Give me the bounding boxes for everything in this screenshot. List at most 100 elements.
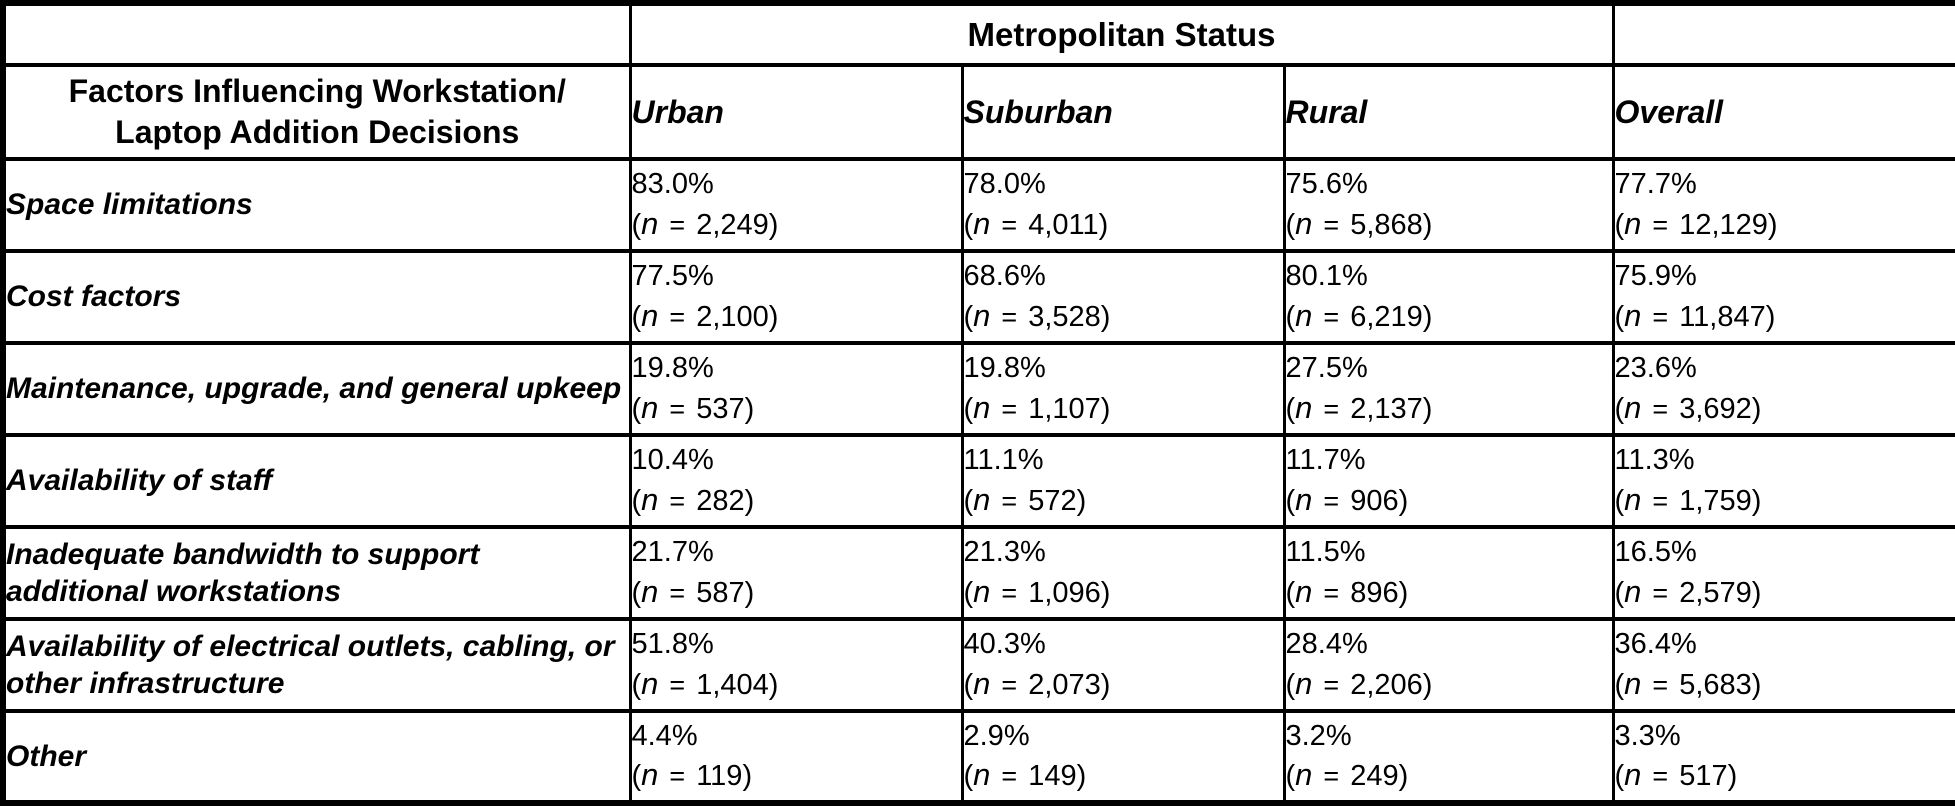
paren-close-text: ) [1752,669,1762,701]
paren-open-text: ( [1615,577,1625,609]
sample-size: (n=2,137) [1286,388,1612,429]
sample-size: (n=119) [632,755,961,796]
sample-size: (n=587) [632,572,961,613]
equals-sign: = [669,394,685,424]
n-symbol: n [1624,574,1641,609]
paren-close-text: ) [769,209,779,241]
data-cell: 83.0% (n=2,249) [630,159,962,251]
paren-close-text: ) [1101,393,1111,425]
data-cell: 23.6% (n=3,692) [1613,343,1955,435]
data-cell: 27.5% (n=2,137) [1284,343,1613,435]
row-label: Availability of electrical outlets, cabl… [3,619,630,711]
table-row: Maintenance, upgrade, and general upkeep… [3,343,1955,435]
sample-size: (n=1,404) [632,664,961,705]
row-label: Cost factors [3,251,630,343]
paren-close-text: ) [745,485,755,517]
paren-open-text: ( [964,485,974,517]
paren-close-text: ) [1752,577,1762,609]
paren-close-text: ) [1101,301,1111,333]
data-cell: 11.3% (n=1,759) [1613,435,1955,527]
sample-size: (n=896) [1286,572,1612,613]
equals-sign: = [1001,761,1017,791]
percent-value: 28.4% [1286,625,1612,663]
percent-value: 11.7% [1286,441,1612,479]
n-symbol: n [641,666,658,701]
sample-size-value: 1,096 [1028,577,1101,609]
sample-size: (n=6,219) [1286,296,1612,337]
n-symbol: n [973,666,990,701]
n-symbol: n [641,390,658,425]
equals-sign: = [1652,761,1668,791]
sample-size-value: 2,249 [696,209,769,241]
paren-open-text: ( [632,393,642,425]
paren-open-text: ( [964,301,974,333]
data-cell: 3.3% (n=517) [1613,711,1955,803]
percent-value: 23.6% [1615,349,1955,387]
n-symbol: n [973,206,990,241]
column-header-overall: Overall [1613,65,1955,159]
row-label: Availability of staff [3,435,630,527]
equals-sign: = [1001,670,1017,700]
paren-close-text: ) [742,760,752,792]
group-header-cell: Metropolitan Status [630,3,1613,65]
paren-open-text: ( [964,760,974,792]
paren-open-text: ( [964,393,974,425]
sample-size: (n=249) [1286,755,1612,796]
sample-size: (n=5,868) [1286,204,1612,245]
paren-close-text: ) [1728,760,1738,792]
table-row: Other 4.4% (n=119) 2.9% (n=149) 3.2% (n=… [3,711,1955,803]
data-cell: 11.1% (n=572) [962,435,1284,527]
paren-open-text: ( [1286,209,1296,241]
sample-size-value: 537 [696,393,744,425]
sample-size-value: 587 [696,577,744,609]
n-symbol: n [1295,574,1312,609]
paren-close-text: ) [769,669,779,701]
equals-sign: = [1001,394,1017,424]
n-symbol: n [1624,666,1641,701]
percent-value: 21.7% [632,533,961,571]
equals-sign: = [1323,670,1339,700]
equals-sign: = [669,210,685,240]
sample-size-value: 6,219 [1350,301,1423,333]
percent-value: 40.3% [964,625,1283,663]
n-symbol: n [1624,390,1641,425]
paren-close-text: ) [1423,393,1433,425]
percent-value: 75.9% [1615,257,1955,295]
n-symbol: n [1624,757,1641,792]
percent-value: 4.4% [632,717,961,755]
data-cell: 11.5% (n=896) [1284,527,1613,619]
data-cell: 75.9% (n = 11,847) [1613,251,1955,343]
sample-size: (n=149) [964,755,1283,796]
table-row: Availability of electrical outlets, cabl… [3,619,1955,711]
equals-sign: = [1652,302,1668,332]
equals-sign: = [1652,486,1668,516]
n-symbol: n [1295,206,1312,241]
paren-open-text: ( [1615,301,1625,333]
paren-open-text: ( [964,577,974,609]
paren-close-text: ) [1399,760,1409,792]
sample-size-value: 4,011 [1028,209,1098,241]
n-symbol: n [1624,482,1641,517]
percent-value: 83.0% [632,165,961,203]
n-symbol: n [1624,298,1641,333]
n-symbol: n [1624,206,1641,241]
sample-size: (n=906) [1286,480,1612,521]
percent-value: 80.1% [1286,257,1612,295]
paren-close-text: ) [1752,485,1762,517]
corner-blank-cell [3,3,630,65]
sample-size: (n=5,683) [1615,664,1955,705]
equals-sign: = [1652,210,1668,240]
data-cell: 4.4% (n=119) [630,711,962,803]
n-symbol: n [973,298,990,333]
paren-close-text: ) [1101,577,1111,609]
paren-close-text: ) [1766,301,1776,333]
paren-close-text: ) [769,301,779,333]
data-cell: 77.7% (n=12,129) [1613,159,1955,251]
paren-close-text: ) [1752,393,1762,425]
paren-open-text: ( [1286,485,1296,517]
data-cell: 11.7% (n=906) [1284,435,1613,527]
sample-size: (n=537) [632,388,961,429]
percent-value: 51.8% [632,625,961,663]
sample-size-value: 11,847 [1679,301,1766,333]
